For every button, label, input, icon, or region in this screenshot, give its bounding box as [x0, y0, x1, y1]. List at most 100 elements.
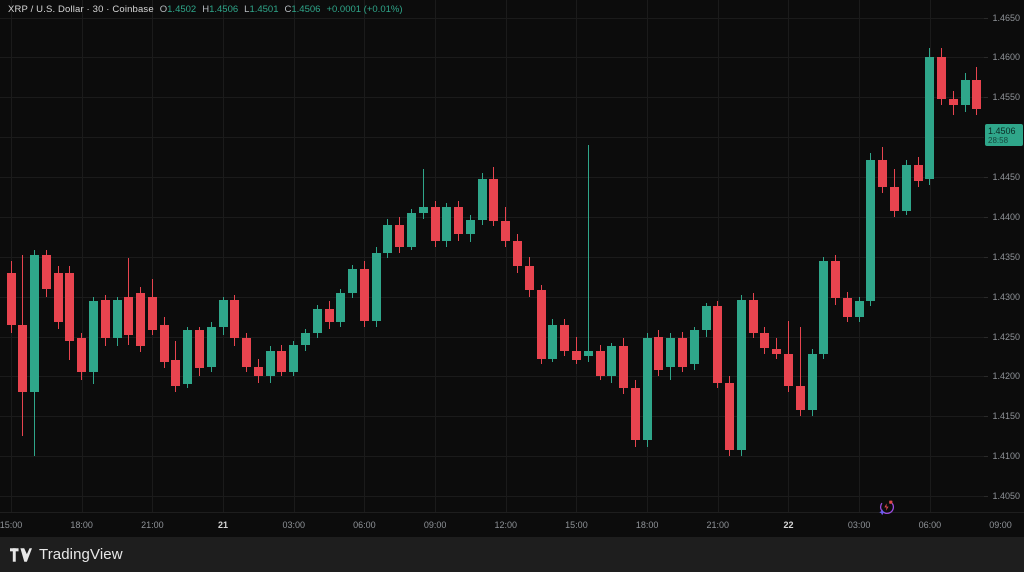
candle-body: [890, 186, 899, 211]
candle-body: [395, 224, 405, 248]
candle-body: [583, 350, 593, 356]
candle-body: [548, 324, 558, 359]
ai-spark-icon[interactable]: [876, 496, 898, 518]
price-tick-label: 1.4550: [992, 92, 1020, 103]
candle-body: [230, 299, 240, 339]
gridline-horizontal: [0, 257, 984, 258]
gridline-horizontal: [0, 177, 984, 178]
candle-body: [677, 338, 687, 367]
price-tick-label: 1.4350: [992, 251, 1020, 262]
time-tick-label: 09:00: [423, 520, 447, 530]
gridline-horizontal: [0, 376, 984, 377]
candle-body: [312, 308, 322, 333]
candle-body: [501, 220, 511, 241]
candle-body: [654, 336, 664, 371]
time-tick-label: 18:00: [635, 520, 659, 530]
candle-body: [595, 350, 605, 377]
candle-body: [324, 308, 334, 323]
candle-body: [77, 338, 87, 373]
price-tick-label: 1.4100: [992, 451, 1020, 462]
candle-body: [359, 268, 369, 321]
candle-body: [6, 272, 16, 325]
candle-body: [772, 348, 782, 355]
gridline-horizontal: [0, 496, 984, 497]
candle-body: [736, 299, 746, 450]
ohlc-c: C1.4506: [284, 4, 321, 15]
candle-wick: [799, 326, 801, 417]
candle-body: [831, 260, 841, 299]
time-tick-label: 15:00: [0, 520, 23, 530]
candle-body: [124, 296, 134, 335]
price-tick-mark: [984, 57, 988, 58]
candle-body: [265, 350, 275, 377]
candle-body: [937, 57, 947, 99]
gridline-horizontal: [0, 57, 984, 58]
price-tick-mark: [984, 97, 988, 98]
candle-body: [171, 360, 181, 386]
candle-body: [88, 300, 98, 373]
symbol-title[interactable]: XRP / U.S. Dollar · 30 · Coinbase: [8, 4, 154, 15]
candle-body: [159, 324, 169, 363]
price-tick-label: 1.4400: [992, 211, 1020, 222]
chart-legend[interactable]: XRP / U.S. Dollar · 30 · Coinbase O1.450…: [8, 3, 403, 17]
candle-body: [948, 98, 958, 106]
candle-body: [666, 338, 676, 367]
price-axis[interactable]: 1.4506 28:58 1.4650 1.4600 1.4550 1.4450 1.4…: [984, 0, 1024, 512]
candle-body: [619, 346, 629, 389]
price-tick-label: 1.4300: [992, 291, 1020, 302]
candle-body: [795, 385, 805, 410]
candle-body: [242, 338, 252, 367]
candle-body: [442, 207, 452, 241]
candle-body: [630, 388, 640, 441]
time-axis[interactable]: 15:00 18:00 21:00 21 03:00 06:00 09:00 12:00 15:…: [0, 512, 1024, 538]
last-price-badge[interactable]: 1.4506 28:58: [985, 124, 1023, 147]
candle-wick: [575, 336, 577, 365]
candle-body: [277, 350, 287, 372]
candle-body: [407, 212, 417, 248]
tradingview-logo-icon[interactable]: [10, 547, 32, 562]
ohlc-l: L1.4501: [244, 4, 279, 15]
candle-body: [713, 306, 723, 383]
time-tick-label: 21:00: [141, 520, 164, 530]
candle-body: [701, 306, 711, 331]
candle-body: [642, 338, 652, 441]
time-tick-label: 06:00: [918, 520, 942, 530]
gridline-horizontal: [0, 18, 984, 19]
tradingview-wordmark[interactable]: TradingView: [39, 546, 123, 563]
candle-body: [960, 79, 970, 106]
price-tick-label: 1.4250: [992, 331, 1020, 342]
candle-body: [783, 354, 793, 386]
gridline-vertical: [152, 0, 153, 512]
candle-body: [147, 296, 157, 331]
candle-body: [571, 350, 581, 361]
price-tick-mark: [984, 18, 988, 19]
chart-canvas[interactable]: [0, 0, 984, 512]
gridline-horizontal: [0, 97, 984, 98]
candle-body: [206, 326, 216, 367]
price-tick-mark: [984, 217, 988, 218]
candle-body: [218, 299, 228, 327]
candle-body: [430, 207, 440, 241]
candle-body: [53, 272, 63, 323]
ohlc-values: O1.4502 H1.4506 L1.4501 C1.4506: [160, 3, 321, 17]
candle-body: [689, 330, 699, 365]
candle-body: [842, 298, 852, 317]
candle-body: [513, 240, 523, 267]
candle-body: [760, 332, 770, 349]
gridline-vertical: [930, 0, 931, 512]
gridline-vertical: [859, 0, 860, 512]
time-tick-label: 03:00: [282, 520, 305, 530]
candle-body: [725, 382, 735, 450]
gridline-vertical: [506, 0, 507, 512]
price-tick-mark: [984, 456, 988, 457]
gridline-vertical: [364, 0, 365, 512]
price-tick-label: 1.4200: [992, 371, 1020, 382]
candle-body: [194, 330, 204, 369]
candle-body: [748, 299, 758, 333]
candle-body: [136, 292, 146, 347]
price-tick-mark: [984, 177, 988, 178]
price-tick-mark: [984, 337, 988, 338]
candlestick-series: [6, 47, 982, 457]
gridline-horizontal: [0, 456, 984, 457]
